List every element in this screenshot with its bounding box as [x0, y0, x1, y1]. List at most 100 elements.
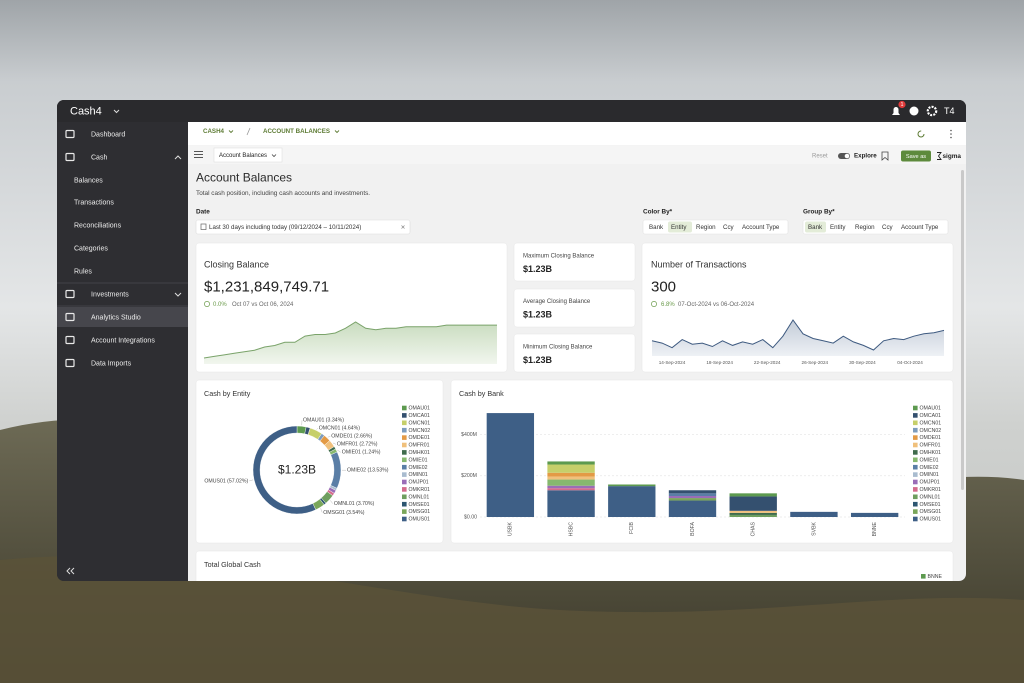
legend-label[interactable]: OMIE02: [920, 465, 939, 471]
legend-label[interactable]: OMFR01: [920, 443, 941, 449]
filter-option[interactable]: Bank: [649, 224, 664, 231]
legend-label[interactable]: OMFR01: [409, 443, 430, 449]
legend-label[interactable]: OMSE01: [409, 502, 430, 508]
legend-label[interactable]: OMHK01: [920, 450, 941, 456]
date-input[interactable]: [195, 219, 411, 235]
breadcrumb[interactable]: CASH4: [203, 128, 225, 135]
legend-label[interactable]: OMAU01: [409, 406, 430, 412]
leader-line: [337, 449, 341, 453]
bar-segment[interactable]: [547, 476, 595, 480]
bar-segment[interactable]: [729, 496, 777, 511]
kpi-comparison: 07-Oct-2024 vs 06-Oct-2024: [678, 302, 755, 308]
legend-label[interactable]: OMDE01: [920, 435, 941, 441]
bar-segment[interactable]: [547, 490, 595, 517]
filter-option[interactable]: Entity: [671, 224, 687, 231]
bar-segment[interactable]: [850, 512, 899, 517]
legend-label[interactable]: OMSE01: [920, 502, 941, 508]
bar-segment[interactable]: [547, 485, 595, 489]
more-icon: [950, 136, 952, 139]
bar-segment[interactable]: [486, 413, 535, 517]
filter-option[interactable]: Region: [696, 224, 716, 231]
legend-label[interactable]: OMCA01: [920, 413, 941, 419]
sidebar-item[interactable]: Transactions: [74, 199, 114, 206]
legend-label[interactable]: OMNL01: [409, 494, 430, 500]
legend-label[interactable]: OMIN01: [409, 472, 428, 478]
filter-option[interactable]: Account Type: [901, 224, 939, 231]
filter-option[interactable]: Ccy: [882, 224, 894, 231]
bar-segment[interactable]: [547, 479, 595, 486]
legend-label[interactable]: OMIE01: [920, 457, 939, 463]
bar-segment[interactable]: [729, 493, 777, 497]
bar-segment[interactable]: [547, 488, 595, 491]
bar-segment[interactable]: [668, 493, 717, 497]
legend-label[interactable]: OMKR01: [409, 487, 430, 493]
sidebar-item[interactable]: Rules: [74, 268, 92, 275]
bar-segment[interactable]: [668, 490, 717, 494]
filter-option[interactable]: Ccy: [723, 224, 735, 231]
bar-segment[interactable]: [729, 510, 777, 513]
settings-icon[interactable]: [926, 105, 938, 117]
bar-segment[interactable]: [729, 514, 777, 517]
legend-label[interactable]: OMSG01: [920, 509, 942, 515]
sidebar-item[interactable]: Categories: [74, 245, 108, 252]
legend-label[interactable]: OMAU01: [920, 406, 941, 412]
reset-button[interactable]: Reset: [812, 154, 828, 160]
sidebar-item[interactable]: Reconciliations: [74, 222, 122, 229]
legend-label[interactable]: OMHK01: [409, 450, 430, 456]
user-menu[interactable]: T4: [944, 106, 955, 116]
x-tick-label: 14-Sep-2024: [659, 360, 686, 365]
legend-label[interactable]: OMJP01: [920, 480, 940, 486]
app-brand[interactable]: Cash4: [70, 105, 102, 117]
filter-option[interactable]: Bank: [808, 224, 823, 231]
bar-segment[interactable]: [547, 464, 595, 473]
legend-label[interactable]: OMJP01: [409, 480, 429, 486]
legend-label[interactable]: OMUS01: [920, 517, 941, 523]
refresh-icon[interactable]: [917, 130, 925, 138]
legend-label[interactable]: OMKR01: [920, 487, 941, 493]
bar-segment[interactable]: [668, 496, 717, 499]
legend-label[interactable]: OMDE01: [409, 435, 430, 441]
date-value: Last 30 days including today (09/12/2024…: [209, 224, 361, 231]
sidebar-item[interactable]: Balances: [74, 177, 103, 184]
legend-label[interactable]: OMCN01: [409, 420, 431, 426]
sidebar-item[interactable]: Investments: [91, 291, 129, 298]
legend-label[interactable]: OMSG01: [409, 509, 431, 515]
bar-segment[interactable]: [729, 512, 777, 515]
legend-label[interactable]: OMCN02: [409, 428, 431, 434]
bar-segment[interactable]: [608, 484, 656, 487]
legend-label[interactable]: OMNL01: [920, 494, 941, 500]
sidebar-item[interactable]: Analytics Studio: [91, 314, 141, 321]
card: [513, 333, 636, 373]
legend-label[interactable]: OMUS01: [409, 517, 430, 523]
sidebar-icon: [65, 289, 75, 299]
save-button[interactable]: [901, 150, 931, 162]
stat-title: Maximum Closing Balance: [523, 254, 595, 260]
legend-label[interactable]: OMCA01: [409, 413, 430, 419]
legend-swatch: [913, 516, 918, 522]
tab[interactable]: [213, 147, 283, 163]
filter-option[interactable]: Entity: [830, 224, 846, 231]
legend-label[interactable]: OMCN01: [920, 420, 942, 426]
bar-segment[interactable]: [668, 498, 717, 501]
sidebar-item[interactable]: Cash: [91, 154, 107, 161]
sidebar-item[interactable]: Account Integrations: [91, 337, 155, 344]
bar-segment[interactable]: [608, 486, 656, 517]
bar-segment[interactable]: [547, 461, 595, 465]
help-icon[interactable]: [909, 106, 919, 116]
legend-label[interactable]: OMCN02: [920, 428, 942, 434]
legend-label[interactable]: OMIE01: [409, 457, 428, 463]
bar-segment[interactable]: [547, 472, 595, 477]
bar-segment[interactable]: [790, 511, 838, 517]
legend-label[interactable]: OMIE02: [409, 465, 428, 471]
sidebar-item[interactable]: Data Imports: [91, 360, 132, 367]
legend-label[interactable]: OMIN01: [920, 472, 939, 478]
sidebar-icon: [65, 312, 75, 322]
donut-label: OMIE02 (13.53%): [347, 468, 389, 474]
breadcrumb[interactable]: ACCOUNT BALANCES: [263, 128, 330, 135]
x-tick-label: 22-Sep-2024: [754, 360, 781, 365]
bar-segment[interactable]: [668, 500, 717, 517]
sidebar-item[interactable]: Dashboard: [91, 131, 125, 138]
x-tick-label: SVBK: [811, 521, 817, 535]
filter-option[interactable]: Region: [855, 224, 875, 231]
filter-option[interactable]: Account Type: [742, 224, 780, 231]
